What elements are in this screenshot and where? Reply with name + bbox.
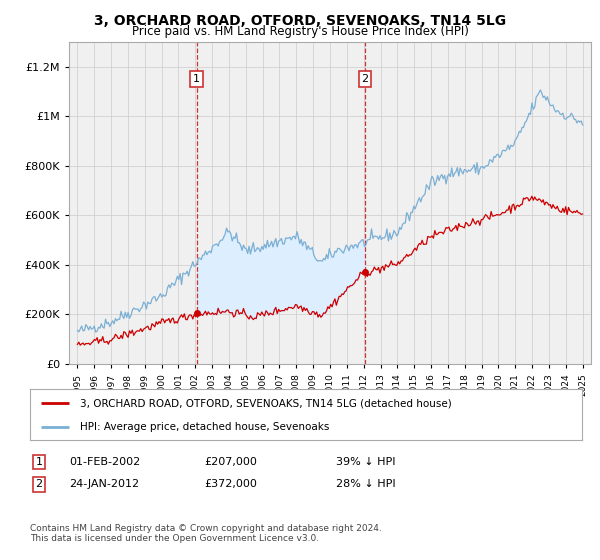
Text: £207,000: £207,000 bbox=[204, 457, 257, 467]
Text: 1: 1 bbox=[193, 74, 200, 84]
Text: 2: 2 bbox=[35, 479, 43, 489]
Text: 28% ↓ HPI: 28% ↓ HPI bbox=[336, 479, 395, 489]
Text: 01-FEB-2002: 01-FEB-2002 bbox=[69, 457, 140, 467]
Text: 1: 1 bbox=[35, 457, 43, 467]
Text: Price paid vs. HM Land Registry's House Price Index (HPI): Price paid vs. HM Land Registry's House … bbox=[131, 25, 469, 38]
Text: £372,000: £372,000 bbox=[204, 479, 257, 489]
Text: 3, ORCHARD ROAD, OTFORD, SEVENOAKS, TN14 5LG: 3, ORCHARD ROAD, OTFORD, SEVENOAKS, TN14… bbox=[94, 14, 506, 28]
Text: 24-JAN-2012: 24-JAN-2012 bbox=[69, 479, 139, 489]
Text: Contains HM Land Registry data © Crown copyright and database right 2024.
This d: Contains HM Land Registry data © Crown c… bbox=[30, 524, 382, 543]
Text: 2: 2 bbox=[361, 74, 368, 84]
Text: 3, ORCHARD ROAD, OTFORD, SEVENOAKS, TN14 5LG (detached house): 3, ORCHARD ROAD, OTFORD, SEVENOAKS, TN14… bbox=[80, 398, 451, 408]
Text: 39% ↓ HPI: 39% ↓ HPI bbox=[336, 457, 395, 467]
Text: HPI: Average price, detached house, Sevenoaks: HPI: Average price, detached house, Seve… bbox=[80, 422, 329, 432]
